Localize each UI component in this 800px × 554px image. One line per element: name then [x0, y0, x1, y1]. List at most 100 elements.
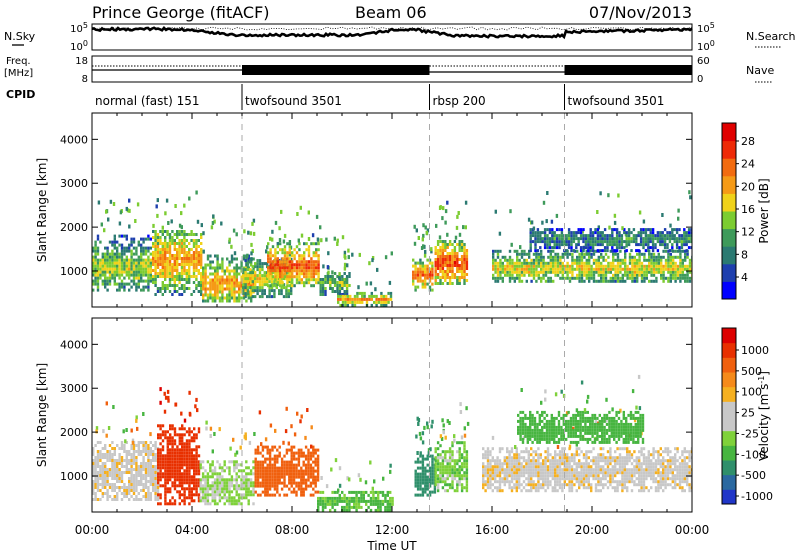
heatmap-cell: [638, 261, 641, 265]
heatmap-cell: [577, 231, 580, 235]
heatmap-cell: [161, 433, 165, 437]
heatmap-cell: [305, 269, 308, 273]
heatmap-cell: [310, 275, 313, 279]
heatmap-cell: [111, 483, 114, 486]
heatmap-cell: [537, 258, 540, 262]
heatmap-cell: [176, 263, 179, 266]
heatmap-cell: [283, 469, 286, 473]
heatmap-cell: [140, 252, 143, 256]
heatmap-cell: [204, 281, 207, 285]
heatmap-cell: [225, 487, 229, 491]
heatmap-cell: [511, 273, 514, 277]
heatmap-cell: [627, 237, 631, 241]
heatmap-cell: [132, 447, 136, 450]
heatmap-cell: [132, 483, 136, 486]
heatmap-cell: [453, 252, 457, 255]
heatmap-cell: [261, 448, 265, 452]
heatmap-cell: [679, 270, 682, 274]
heatmap-cell: [137, 441, 140, 444]
heatmap-cell: [254, 265, 257, 269]
heatmap-cell: [544, 279, 548, 283]
heatmap-cell: [302, 487, 305, 491]
heatmap-cell: [195, 433, 198, 437]
heatmap-cell: [132, 279, 136, 283]
heatmap-cell: [106, 489, 109, 492]
heatmap-region: [492, 209, 692, 283]
heatmap-cell: [343, 508, 346, 512]
heatmap-cell: [125, 234, 128, 238]
heatmap-cell: [152, 486, 155, 489]
y-tick-label: 1000: [60, 265, 88, 278]
heatmap-cell: [681, 258, 684, 262]
heatmap-cell: [104, 444, 107, 447]
heatmap-cell: [195, 278, 198, 281]
heatmap-cell: [439, 279, 442, 282]
heatmap-cell: [152, 471, 155, 474]
heatmap-cell: [188, 478, 191, 482]
heatmap-cell: [144, 285, 148, 289]
heatmap-cell: [256, 280, 259, 284]
heatmap-cell: [582, 228, 585, 232]
heatmap-cell: [204, 475, 207, 479]
heatmap-cell: [441, 459, 445, 463]
heatmap-cell: [106, 279, 109, 283]
heatmap-cell: [181, 484, 184, 488]
heatmap-cell: [188, 448, 191, 452]
heatmap-cell: [422, 244, 425, 249]
heatmap-cell: [290, 454, 293, 458]
heatmap-cell: [513, 270, 516, 274]
heatmap-cell: [368, 261, 371, 266]
heatmap-cell: [516, 264, 519, 268]
heatmap-cell: [688, 279, 692, 283]
heatmap-cell: [173, 484, 177, 488]
heatmap-cell: [130, 474, 133, 477]
heatmap-cell: [379, 508, 382, 512]
heatmap-cell: [259, 481, 262, 485]
heatmap-cell: [200, 263, 203, 266]
heatmap-cell: [575, 237, 578, 241]
heatmap-cell: [166, 442, 169, 446]
heatmap-cell: [274, 251, 277, 255]
heatmap-cell: [309, 469, 313, 473]
heatmap-cell: [300, 466, 303, 470]
heatmap-cell: [375, 294, 378, 298]
heatmap-cell: [92, 261, 95, 265]
heatmap-cell: [178, 469, 181, 473]
heatmap-cell: [540, 252, 543, 256]
heatmap-cell: [164, 290, 167, 293]
heatmap-cell: [214, 287, 217, 291]
heatmap-cell: [618, 240, 621, 244]
heatmap-cell: [166, 469, 169, 473]
heatmap-cell: [534, 249, 537, 253]
heatmap-cell: [176, 248, 179, 251]
heatmap-cell: [302, 463, 305, 467]
heatmap-cell: [149, 465, 152, 468]
heatmap-cell: [414, 288, 417, 292]
heatmap-cell: [666, 231, 669, 235]
heatmap-cell: [96, 273, 100, 277]
heatmap-cell: [537, 264, 540, 268]
heatmap-cell: [448, 486, 452, 490]
heatmap-cell: [209, 475, 212, 479]
heatmap-cell: [154, 278, 157, 281]
heatmap-cell: [611, 228, 614, 232]
heatmap-cell: [446, 276, 449, 279]
heatmap-cell: [149, 459, 152, 462]
heatmap-cell: [576, 258, 579, 262]
heatmap-cell: [119, 210, 123, 215]
heatmap-cell: [254, 481, 257, 485]
heatmap-cell: [190, 254, 193, 257]
heatmap-cell: [520, 267, 524, 271]
heatmap-cell: [99, 273, 102, 277]
heatmap-cell: [159, 451, 162, 455]
heatmap-cell: [655, 255, 658, 259]
heatmap-cell: [334, 458, 338, 463]
heatmap-cell: [142, 456, 145, 459]
heatmap-cell: [423, 425, 426, 430]
heatmap-cell: [669, 255, 672, 259]
heatmap-cell: [157, 424, 160, 428]
heatmap-cell: [300, 263, 303, 267]
heatmap-cell: [195, 284, 198, 287]
heatmap-cell: [552, 270, 555, 274]
heatmap-cell: [192, 251, 196, 254]
